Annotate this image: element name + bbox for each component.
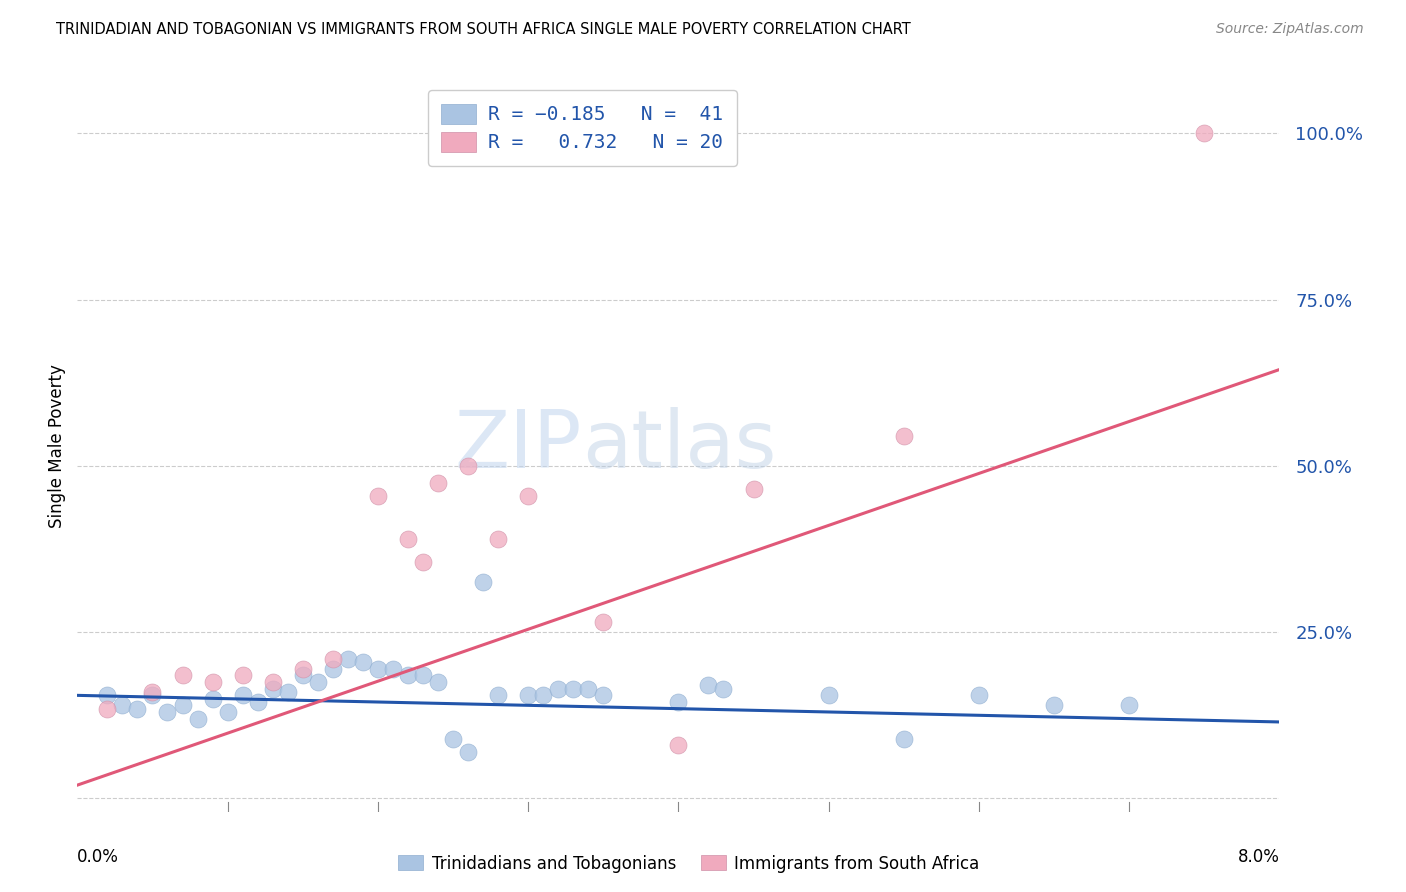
Point — [186, 712, 209, 726]
Point — [127, 701, 149, 715]
Point — [96, 689, 118, 703]
Point — [713, 681, 735, 696]
Point — [246, 695, 269, 709]
Point — [277, 685, 299, 699]
Text: 8.0%: 8.0% — [1237, 848, 1279, 866]
Point — [668, 738, 690, 752]
Point — [1118, 698, 1140, 713]
Point — [441, 731, 464, 746]
Point — [742, 482, 765, 496]
Point — [367, 662, 389, 676]
Point — [427, 475, 450, 490]
Point — [486, 532, 509, 546]
Point — [396, 668, 419, 682]
Point — [457, 458, 479, 473]
Point — [486, 689, 509, 703]
Point — [967, 689, 990, 703]
Point — [322, 652, 344, 666]
Point — [817, 689, 839, 703]
Point — [217, 705, 239, 719]
Legend: R = −0.185   N =  41, R =   0.732   N = 20: R = −0.185 N = 41, R = 0.732 N = 20 — [427, 90, 737, 166]
Point — [172, 698, 194, 713]
Point — [262, 681, 284, 696]
Point — [517, 489, 540, 503]
Point — [668, 695, 690, 709]
Point — [307, 675, 329, 690]
Point — [352, 655, 374, 669]
Legend: Trinidadians and Tobagonians, Immigrants from South Africa: Trinidadians and Tobagonians, Immigrants… — [392, 848, 986, 880]
Point — [412, 555, 434, 569]
Point — [201, 675, 224, 690]
Point — [291, 662, 314, 676]
Text: TRINIDADIAN AND TOBAGONIAN VS IMMIGRANTS FROM SOUTH AFRICA SINGLE MALE POVERTY C: TRINIDADIAN AND TOBAGONIAN VS IMMIGRANTS… — [56, 22, 911, 37]
Text: atlas: atlas — [582, 407, 776, 485]
Point — [562, 681, 585, 696]
Point — [96, 701, 118, 715]
Point — [201, 691, 224, 706]
Point — [457, 745, 479, 759]
Point — [156, 705, 179, 719]
Point — [576, 681, 599, 696]
Y-axis label: Single Male Poverty: Single Male Poverty — [48, 364, 66, 528]
Point — [427, 675, 450, 690]
Point — [141, 685, 163, 699]
Point — [232, 668, 254, 682]
Point — [291, 668, 314, 682]
Point — [592, 615, 614, 630]
Point — [531, 689, 554, 703]
Point — [141, 689, 163, 703]
Point — [1043, 698, 1066, 713]
Point — [396, 532, 419, 546]
Text: Source: ZipAtlas.com: Source: ZipAtlas.com — [1216, 22, 1364, 37]
Point — [697, 678, 720, 692]
Point — [412, 668, 434, 682]
Point — [336, 652, 359, 666]
Point — [381, 662, 404, 676]
Point — [472, 575, 495, 590]
Point — [232, 689, 254, 703]
Text: ZIP: ZIP — [456, 407, 582, 485]
Point — [322, 662, 344, 676]
Point — [262, 675, 284, 690]
Point — [172, 668, 194, 682]
Point — [517, 689, 540, 703]
Point — [592, 689, 614, 703]
Point — [893, 429, 915, 443]
Text: 0.0%: 0.0% — [77, 848, 120, 866]
Point — [547, 681, 569, 696]
Point — [1194, 127, 1216, 141]
Point — [893, 731, 915, 746]
Point — [111, 698, 134, 713]
Point — [367, 489, 389, 503]
